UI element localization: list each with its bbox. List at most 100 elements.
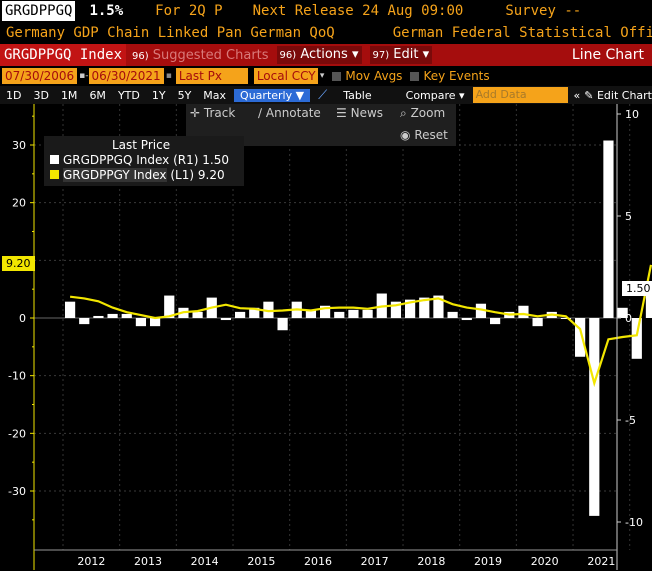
x-tick-label: 2017 [361, 555, 389, 568]
range-button-3d[interactable]: 3D [33, 88, 49, 102]
calendar-icon[interactable]: ▪ [165, 71, 172, 81]
qoq-bar [532, 318, 543, 327]
edit-label: Edit [393, 47, 419, 62]
qoq-bar [135, 318, 147, 327]
qoq-bar [461, 318, 472, 321]
qoq-bar [263, 301, 274, 318]
qoq-bar [192, 311, 203, 318]
x-tick-label: 2012 [77, 555, 105, 568]
news-tool[interactable]: ☰ News [336, 106, 383, 120]
next-release-label: Next Release 24 Aug 09:00 [252, 3, 464, 19]
table-button[interactable]: Table [343, 88, 372, 102]
mov-avgs-checkbox[interactable] [332, 71, 342, 81]
description-row: Germany GDP Chain Linked Pan German QoQ … [0, 22, 652, 44]
series-swatch [50, 170, 59, 179]
qoq-bar [121, 313, 132, 318]
track-label: Track [203, 106, 236, 120]
actions-menu[interactable]: 96) Actions ▾ [276, 46, 362, 64]
qoq-bar [234, 311, 246, 318]
annotate-label: Annotate [265, 106, 321, 120]
edit-number: 97) [372, 50, 390, 61]
x-tick-label: 2014 [191, 555, 219, 568]
qoq-bar [419, 297, 430, 318]
collapse-icon[interactable]: « [573, 88, 581, 102]
qoq-bar [390, 301, 402, 318]
annotate-tool[interactable]: ∕ Annotate [258, 106, 321, 120]
chart-controls: 07/30/2006 ▪- 06/30/2021 ▪ Last Px Local… [0, 67, 652, 85]
price-field-select[interactable]: Last Px [175, 68, 248, 84]
add-data-input[interactable]: Add Data [472, 87, 568, 103]
left-tick-label: -10 [8, 370, 26, 383]
zoom-icon: ⌕ [400, 106, 407, 120]
qoq-bar [64, 301, 76, 318]
compare-label: Compare [405, 88, 456, 102]
qoq-bar [319, 305, 331, 318]
end-date-field[interactable]: 06/30/2021 [88, 68, 164, 84]
edit-menu[interactable]: 97) Edit ▾ [369, 46, 433, 64]
range-button-5y[interactable]: 5Y [177, 88, 192, 102]
range-button-1m[interactable]: 1M [60, 88, 78, 102]
last-value: 1.5% [89, 3, 124, 19]
qoq-bar [107, 313, 118, 318]
zoom-tool[interactable]: ⌕ Zoom [400, 106, 445, 121]
range-button-ytd[interactable]: YTD [117, 88, 140, 102]
track-tool[interactable]: ✛ Track [190, 106, 235, 120]
legend-series-axis: (R1) [173, 153, 199, 167]
source-label: German Federal Statistical Office [392, 25, 652, 41]
survey-label: Survey -- [505, 3, 582, 19]
x-tick-label: 2021 [587, 555, 615, 568]
qoq-bar [348, 309, 359, 318]
line-chart-icon[interactable]: ⟋ [318, 87, 328, 103]
x-tick-label: 2020 [531, 555, 559, 568]
range-button-6m[interactable]: 6M [89, 88, 106, 102]
chevron-down-icon: ▾ [351, 47, 359, 62]
x-tick-label: 2015 [247, 555, 275, 568]
edit-chart-button[interactable]: ✎ Edit Chart [584, 89, 652, 102]
compare-button[interactable]: Compare ▾ [406, 89, 465, 102]
legend-series-value: 9.20 [197, 168, 225, 182]
legend-series-axis: (L1) [170, 168, 195, 182]
left-tick-label: -30 [8, 485, 26, 498]
index-label[interactable]: GRGDPPGQ Index [0, 44, 127, 66]
currency-select[interactable]: Local CCY [253, 68, 318, 84]
qoq-bar [405, 299, 416, 318]
chevron-down-icon: ▾ [422, 47, 430, 62]
range-bar: 1D 3D 1M 6M YTD 1Y 5Y Max Quarterly ▼ ⟋ Table C… [0, 86, 652, 104]
x-tick-label: 2019 [474, 555, 502, 568]
date-range-separator: ▪- [79, 71, 89, 81]
news-icon: ☰ [336, 106, 347, 120]
right-tick-label: 10 [625, 108, 639, 121]
period-label: For 2Q P [155, 3, 223, 19]
series-swatch [50, 155, 59, 164]
pencil-icon: ✎ [584, 88, 594, 102]
range-button-max[interactable]: Max [203, 88, 227, 102]
x-tick-label: 2016 [304, 555, 332, 568]
suggested-charts-button[interactable]: 96) Suggested Charts [132, 48, 269, 63]
qoq-bar [447, 311, 458, 318]
reset-icon: ◉ [400, 128, 411, 142]
left-last-value-tag: 9.20 [2, 256, 35, 271]
start-date-field[interactable]: 07/30/2006 [2, 68, 78, 84]
periodicity-select[interactable]: Quarterly ▼ [234, 88, 311, 102]
yoy-line [69, 264, 652, 388]
range-button-1d[interactable]: 1D [6, 88, 22, 102]
qoq-bar [518, 305, 529, 318]
right-last-value-tag: 1.50 [622, 281, 652, 296]
suggested-charts-number: 96) [132, 50, 149, 62]
function-toolbar: GRGDPPGQ Index 96) Suggested Charts 96) … [0, 44, 652, 66]
x-tick-label: 2018 [417, 555, 445, 568]
price-chart[interactable]: 3020100-10-20-301050-5-10201220132014201… [0, 104, 652, 571]
right-tick-label: 5 [625, 210, 632, 223]
chevron-down-icon: ▼ [295, 88, 305, 102]
range-button-1y[interactable]: 1Y [151, 88, 166, 102]
legend-item-qoq[interactable]: GRGDPPGQ Index (R1) 1.50 [50, 153, 229, 167]
qoq-bar [490, 318, 501, 325]
key-events-checkbox[interactable] [410, 71, 420, 81]
crosshair-icon: ✛ [190, 106, 201, 120]
chevron-down-icon[interactable]: ▾ [319, 71, 325, 81]
reset-tool[interactable]: ◉ Reset [400, 128, 448, 142]
legend-item-yoy[interactable]: GRGDPPGY Index (L1) 9.20 [50, 168, 225, 182]
qoq-bar [475, 303, 487, 318]
qoq-bar [589, 318, 600, 516]
pencil-icon: ∕ [258, 106, 263, 120]
